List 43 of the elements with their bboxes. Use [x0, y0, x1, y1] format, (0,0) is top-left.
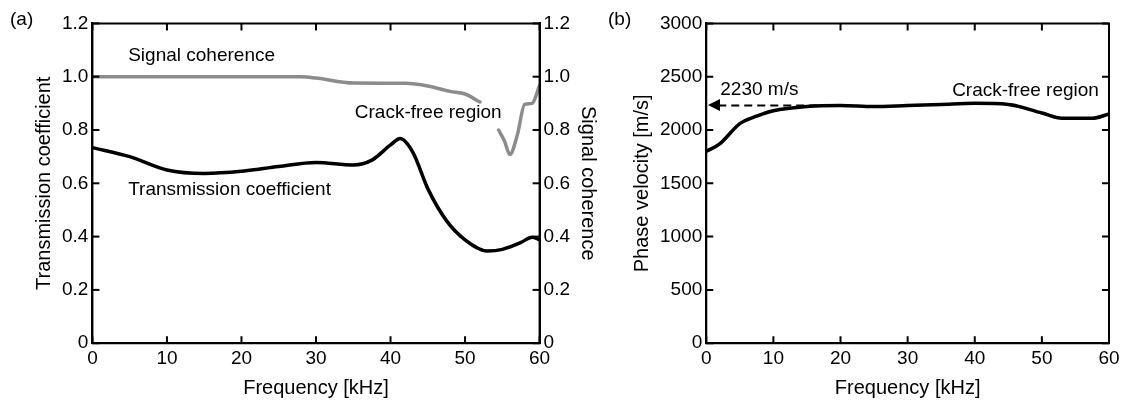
x-axis-title: Frequency [kHz]	[243, 375, 389, 398]
x-tick-label: 30	[305, 346, 327, 368]
y-tick-label: 3000	[659, 11, 703, 33]
annotation: Signal coherence	[128, 43, 276, 65]
x-tick-label: 20	[230, 346, 253, 368]
y-tick-label: 1000	[659, 224, 703, 246]
y2-tick-label: 0.2	[543, 278, 571, 300]
y-tick-label: 0.2	[61, 278, 89, 300]
y-tick-label: 0.4	[61, 224, 89, 246]
y2-tick-label: 0.4	[543, 224, 571, 246]
y2-axis-title: Signal coherence	[578, 106, 601, 261]
ref-line-label: 2230 m/s	[720, 78, 799, 100]
y-tick-label: 500	[670, 278, 703, 300]
y-tick-label: 0.6	[61, 171, 89, 193]
x-tick-label: 40	[964, 346, 986, 368]
chart-title: (b)	[608, 7, 632, 29]
x-tick-label: 60	[1098, 346, 1120, 368]
y-tick-label: 0.8	[61, 118, 89, 140]
x-tick-label: 10	[762, 346, 784, 368]
y2-tick-label: 0.6	[543, 171, 571, 193]
x-tick-label: 10	[156, 346, 178, 368]
y-tick-label: 1.2	[61, 11, 89, 33]
annotation: Crack-free region	[354, 101, 502, 123]
x-tick-label: 50	[454, 346, 476, 368]
y2-tick-label: 0.8	[543, 118, 571, 140]
y-tick-label: 0	[77, 331, 89, 353]
x-tick-label: 30	[897, 346, 919, 368]
y-tick-label: 1500	[659, 171, 703, 193]
annotation: Crack-free region	[952, 78, 1099, 100]
y-axis-title: Phase velocity [m/s]	[629, 94, 652, 273]
annotation: Transmission coefficient	[128, 177, 332, 199]
y-tick-label: 1.0	[61, 64, 89, 86]
y2-tick-label: 1.2	[543, 11, 571, 33]
x-tick-label: 40	[379, 346, 402, 368]
x-tick-label: 20	[829, 346, 852, 368]
chart-title: (a)	[10, 7, 34, 29]
y-tick-label: 2500	[659, 64, 703, 86]
y-tick-label: 2000	[659, 118, 703, 140]
y-axis-title: Transmission coefficient	[31, 76, 54, 291]
x-axis-title: Frequency [kHz]	[834, 375, 981, 398]
x-tick-label: 50	[1031, 346, 1053, 368]
y-tick-label: 0	[691, 331, 703, 353]
y2-tick-label: 1.0	[543, 64, 571, 86]
